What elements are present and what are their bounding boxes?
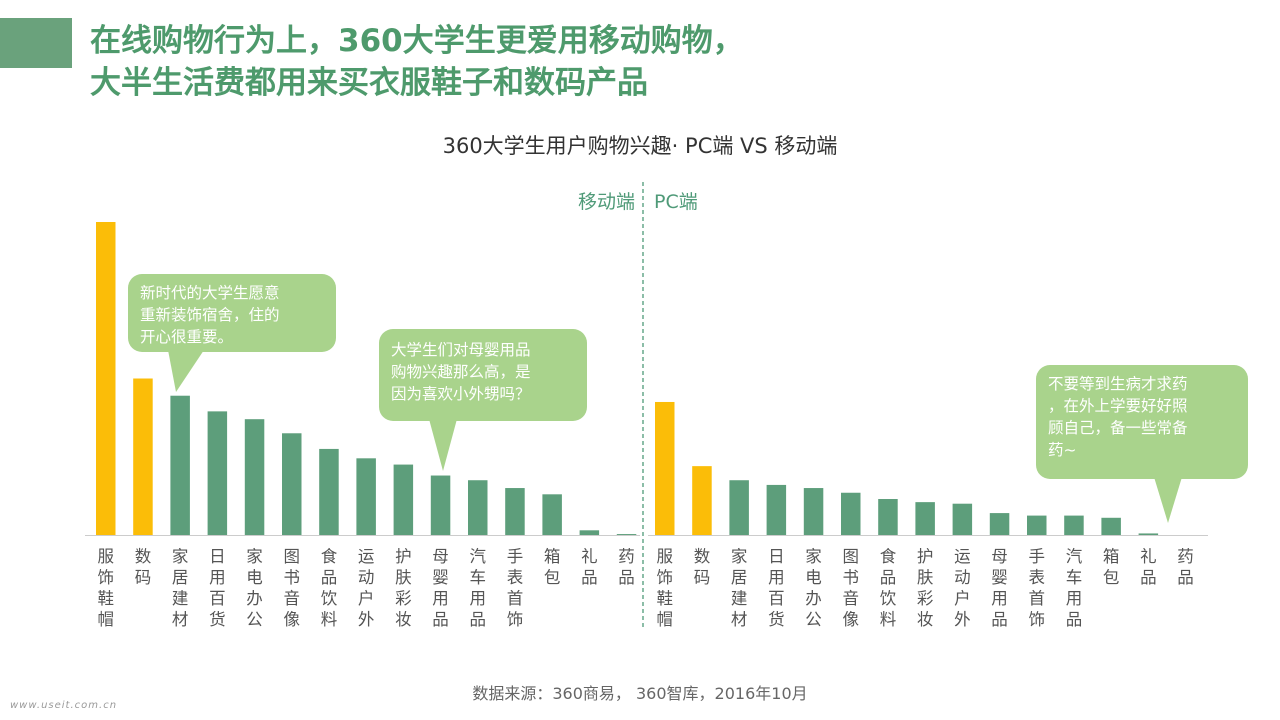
callout-home-decor-line1: 新时代的大学生愿意 <box>140 284 280 302</box>
category-label-mobile-14: 药品 <box>618 547 635 587</box>
category-label-pc-1: 数码 <box>694 547 711 587</box>
section-label-pc: PC端 <box>654 191 698 213</box>
category-label-mobile-6: 食品饮料 <box>321 547 338 629</box>
category-label-mobile-10: 汽车用品 <box>470 547 487 629</box>
category-label-mobile-12: 箱包 <box>544 547 561 587</box>
bar-pc-10 <box>1027 515 1047 535</box>
bar-mobile-3 <box>207 411 228 535</box>
category-label-mobile-2: 家居建材 <box>172 547 189 629</box>
callout-medicine-tail <box>1154 477 1182 523</box>
bar-mobile-14 <box>616 534 637 535</box>
bar-mobile-1 <box>133 378 153 535</box>
category-label-pc-12: 箱包 <box>1103 547 1120 587</box>
category-label-mobile-8: 护肤彩妆 <box>395 547 412 629</box>
callout-medicine-line2: ，在外上学要好好照 <box>1048 397 1188 415</box>
data-source-note: 数据来源：360商易， 360智库，2016年10月 <box>472 684 808 703</box>
bar-pc-13 <box>1138 533 1159 535</box>
bar-mobile-5 <box>282 433 302 535</box>
bar-pc-12 <box>1101 517 1121 535</box>
bar-pc-6 <box>878 499 898 535</box>
category-label-pc-13: 礼品 <box>1140 547 1157 587</box>
category-label-pc-7: 护肤彩妆 <box>917 547 934 629</box>
category-label-mobile-9: 母婴用品 <box>432 547 449 629</box>
bar-mobile-0 <box>96 222 116 535</box>
category-label-mobile-1: 数码 <box>135 547 152 587</box>
page-title: 在线购物行为上，360大学生更爱用移动购物， 大半生活费都用来买衣服鞋子和数码产… <box>90 20 744 104</box>
category-label-mobile-11: 手表首饰 <box>507 547 524 629</box>
bar-pc-3 <box>766 484 787 535</box>
bar-pc-7 <box>915 502 935 535</box>
chart-title: 360大学生用户购物兴趣· PC端 VS 移动端 <box>442 134 838 158</box>
bar-pc-9 <box>989 513 1010 535</box>
callout-baby-products: 大学生们对母婴用品 购物兴趣那么高，是 因为喜欢小外甥吗？ <box>379 329 587 471</box>
watermark: www.useit.com.cn <box>10 700 118 711</box>
bar-mobile-8 <box>393 464 414 535</box>
category-label-pc-6: 食品饮料 <box>880 547 897 629</box>
callout-baby-products-line1: 大学生们对母婴用品 <box>391 341 531 359</box>
category-label-pc-9: 母婴用品 <box>991 547 1008 629</box>
callout-home-decor-tail <box>168 350 204 392</box>
category-label-mobile-7: 运动户外 <box>358 547 375 629</box>
bar-mobile-7 <box>356 458 376 535</box>
callout-home-decor-line2: 重新装饰宿舍，住的 <box>140 306 280 324</box>
category-label-mobile-13: 礼品 <box>581 547 598 587</box>
callout-home-decor: 新时代的大学生愿意 重新装饰宿舍，住的 开心很重要。 <box>128 274 336 392</box>
category-label-pc-8: 运动户外 <box>954 547 971 629</box>
bar-pc-5 <box>841 492 861 535</box>
bar-mobile-6 <box>319 448 339 535</box>
bar-pc-1 <box>692 466 712 535</box>
bar-mobile-4 <box>244 419 265 535</box>
page-title-line2: 大半生活费都用来买衣服鞋子和数码产品 <box>90 65 648 101</box>
category-label-pc-14: 药品 <box>1177 547 1194 587</box>
callout-medicine: 不要等到生病才求药 ，在外上学要好好照 顾自己，备一些常备 药~ <box>1036 365 1248 523</box>
category-label-mobile-0: 服饰鞋帽 <box>98 547 115 629</box>
bar-pc-8 <box>952 503 973 535</box>
callout-medicine-line3: 顾自己，备一些常备 <box>1048 419 1188 437</box>
callout-medicine-line4: 药~ <box>1048 441 1077 459</box>
callout-medicine-line1: 不要等到生病才求药 <box>1048 375 1188 393</box>
callout-baby-products-line3: 因为喜欢小外甥吗？ <box>391 385 531 403</box>
bar-mobile-11 <box>505 488 525 535</box>
category-label-pc-0: 服饰鞋帽 <box>657 547 674 629</box>
category-label-pc-11: 汽车用品 <box>1066 547 1083 629</box>
callout-baby-products-line2: 购物兴趣那么高，是 <box>391 363 531 381</box>
category-label-mobile-3: 日用百货 <box>209 547 226 629</box>
bar-pc-0 <box>655 401 675 535</box>
category-label-pc-10: 手表首饰 <box>1029 547 1046 629</box>
callout-baby-products-tail <box>429 419 457 471</box>
bar-pc-11 <box>1064 515 1084 535</box>
category-label-pc-3: 日用百货 <box>768 547 785 629</box>
section-label-mobile: 移动端 <box>578 191 635 213</box>
bar-pc-4 <box>803 488 824 535</box>
bar-pc-2 <box>729 480 749 535</box>
category-label-mobile-5: 图书音像 <box>284 547 301 629</box>
bar-mobile-13 <box>579 530 600 535</box>
bar-mobile-10 <box>468 480 488 535</box>
category-label-pc-5: 图书音像 <box>843 547 860 629</box>
category-label-pc-4: 家电办公 <box>805 547 822 629</box>
bar-mobile-12 <box>542 494 562 535</box>
bar-mobile-9 <box>430 475 451 535</box>
bar-mobile-2 <box>170 395 190 535</box>
category-label-pc-2: 家居建材 <box>731 547 748 629</box>
page-title-line1: 在线购物行为上，360大学生更爱用移动购物， <box>90 23 744 59</box>
title-accent-block <box>0 18 72 68</box>
category-label-mobile-4: 家电办公 <box>246 547 263 629</box>
callout-home-decor-line3: 开心很重要。 <box>140 328 234 346</box>
